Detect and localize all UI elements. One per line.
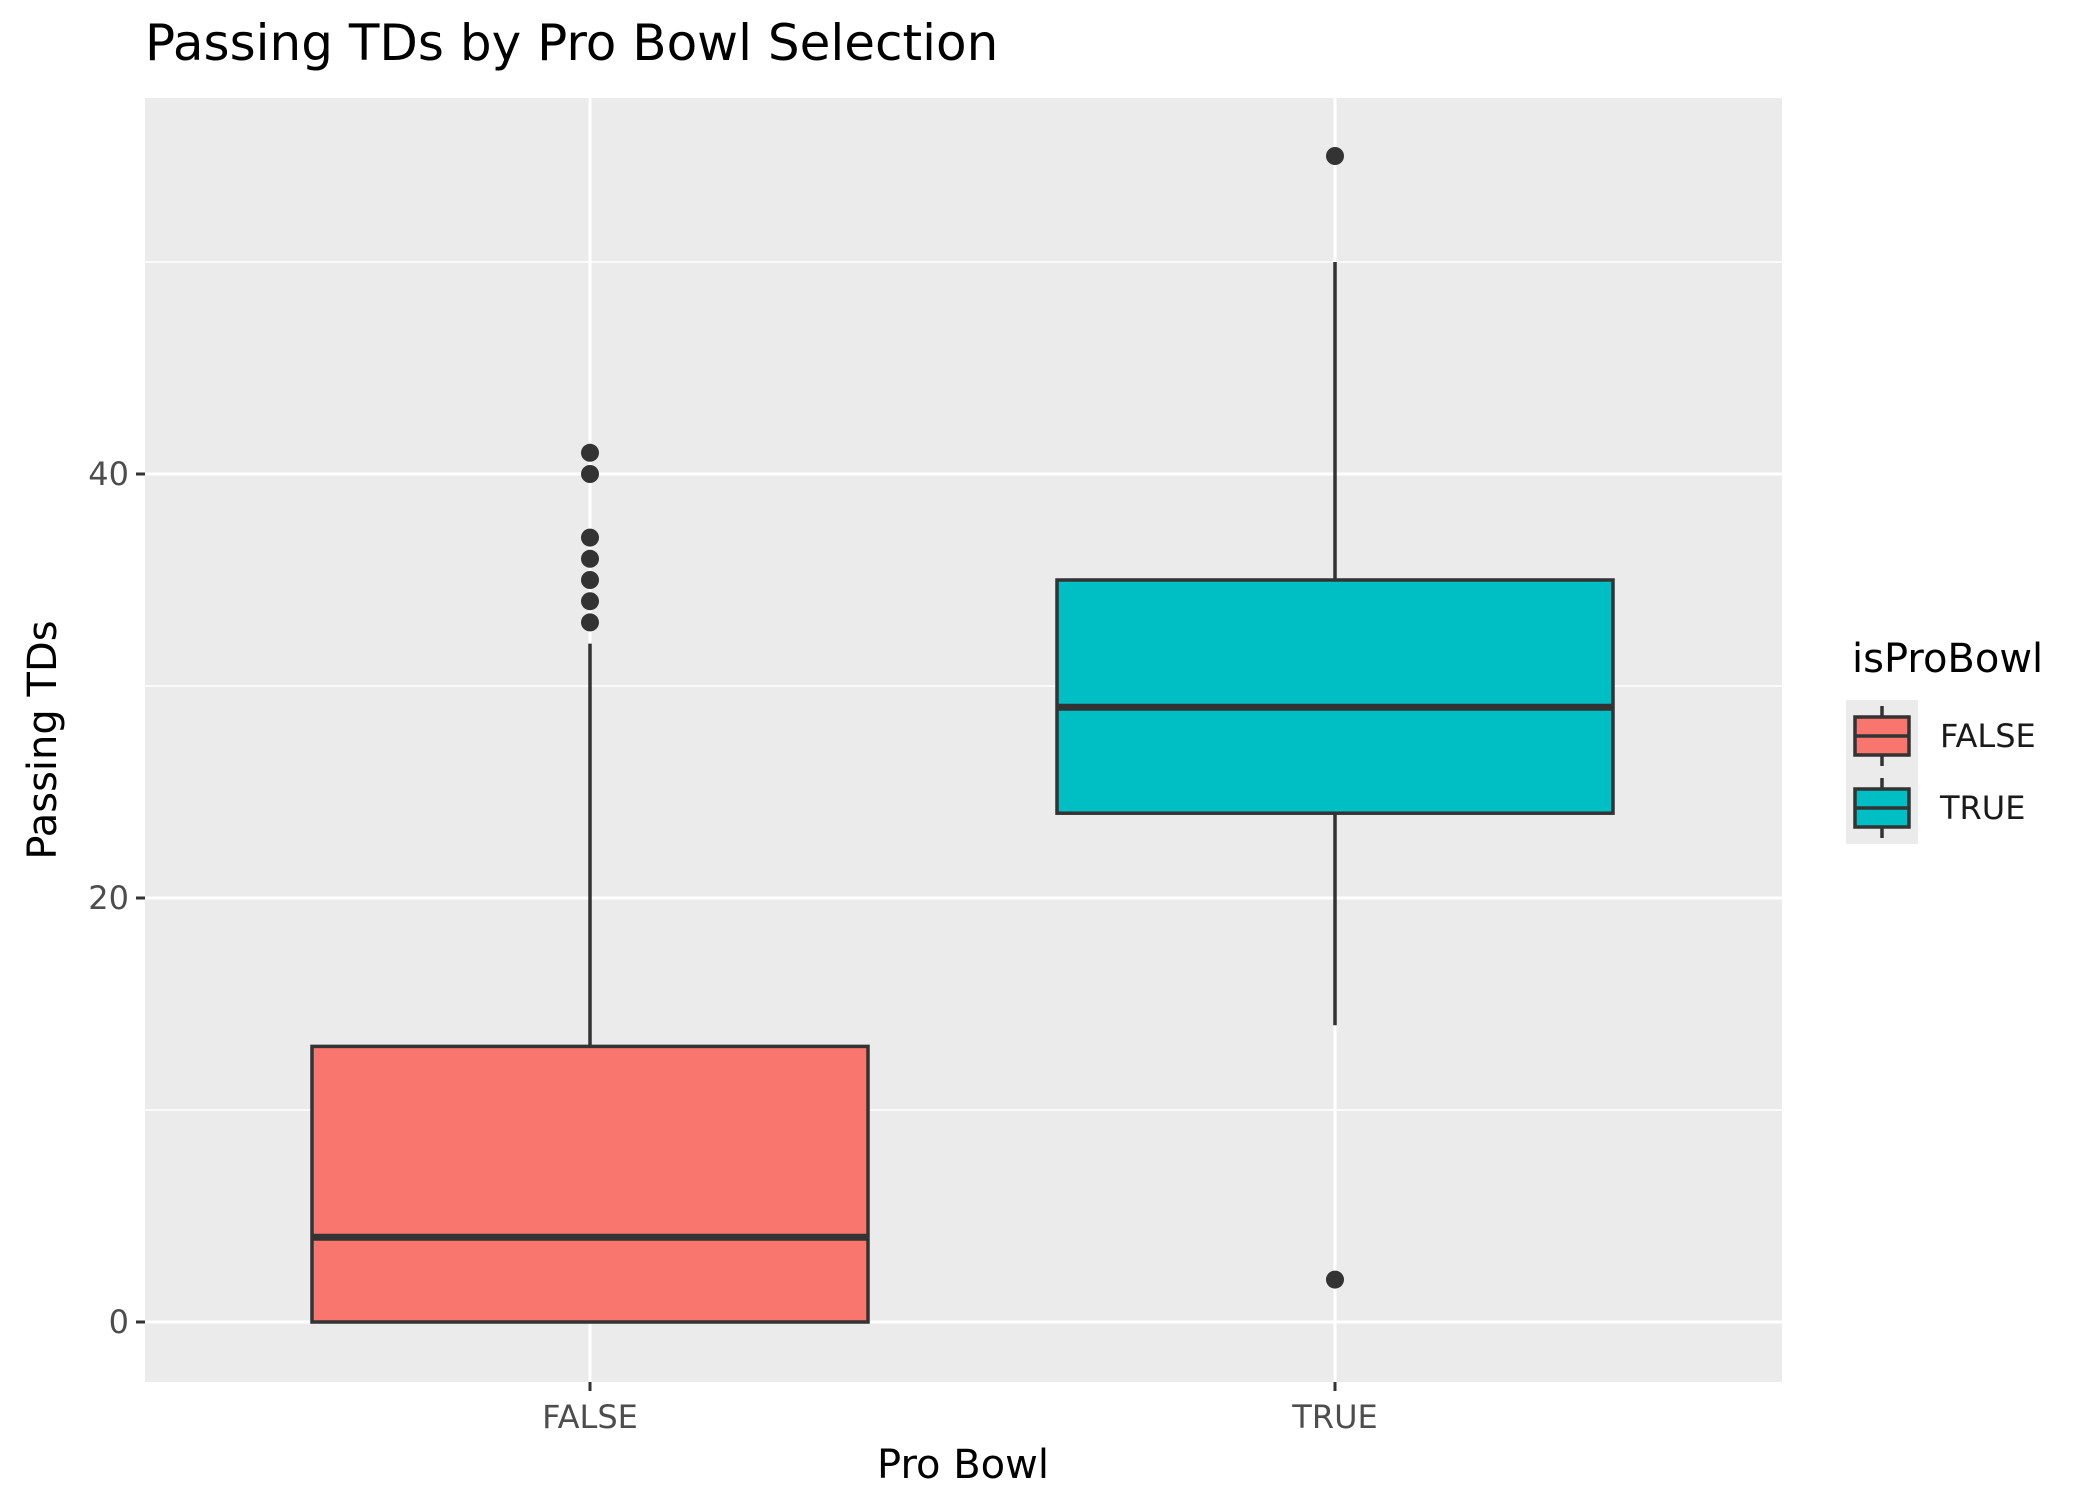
legend-title: isProBowl xyxy=(1852,636,2043,682)
legend-label: FALSE xyxy=(1940,717,2036,755)
x-axis: FALSE TRUE xyxy=(542,1382,1378,1436)
outlier-point xyxy=(581,613,599,632)
outlier-point xyxy=(581,465,599,483)
legend-label: TRUE xyxy=(1939,789,2025,827)
legend: isProBowl FALSE TRUE xyxy=(1846,636,2043,844)
y-axis-title: Passing TDs xyxy=(20,620,66,859)
box-iqr xyxy=(1055,578,1615,815)
box-true xyxy=(1055,147,1615,1289)
legend-entry-true: TRUE xyxy=(1846,772,2025,844)
y-tick-label: 20 xyxy=(88,879,129,917)
legend-entry-false: FALSE xyxy=(1846,700,2036,772)
box-series xyxy=(310,147,1615,1324)
chart-title: Passing TDs by Pro Bowl Selection xyxy=(145,14,998,72)
box-false xyxy=(310,443,870,1324)
y-axis: 0 20 40 xyxy=(88,455,145,1341)
box-iqr xyxy=(310,1044,870,1324)
y-tick-label: 0 xyxy=(109,1303,129,1341)
outlier-point xyxy=(581,571,599,589)
outlier-point xyxy=(581,549,599,568)
legend-entries: FALSE TRUE xyxy=(1846,700,2036,844)
x-tick-label: TRUE xyxy=(1291,1398,1377,1436)
outlier-point xyxy=(1326,1270,1344,1289)
outlier-point xyxy=(581,528,599,547)
x-axis-title: Pro Bowl xyxy=(877,1442,1049,1488)
y-tick-label: 40 xyxy=(88,455,129,493)
outlier-point xyxy=(581,443,599,462)
outlier-point xyxy=(1326,147,1344,165)
outlier-point xyxy=(581,592,599,611)
x-tick-label: FALSE xyxy=(542,1398,638,1436)
